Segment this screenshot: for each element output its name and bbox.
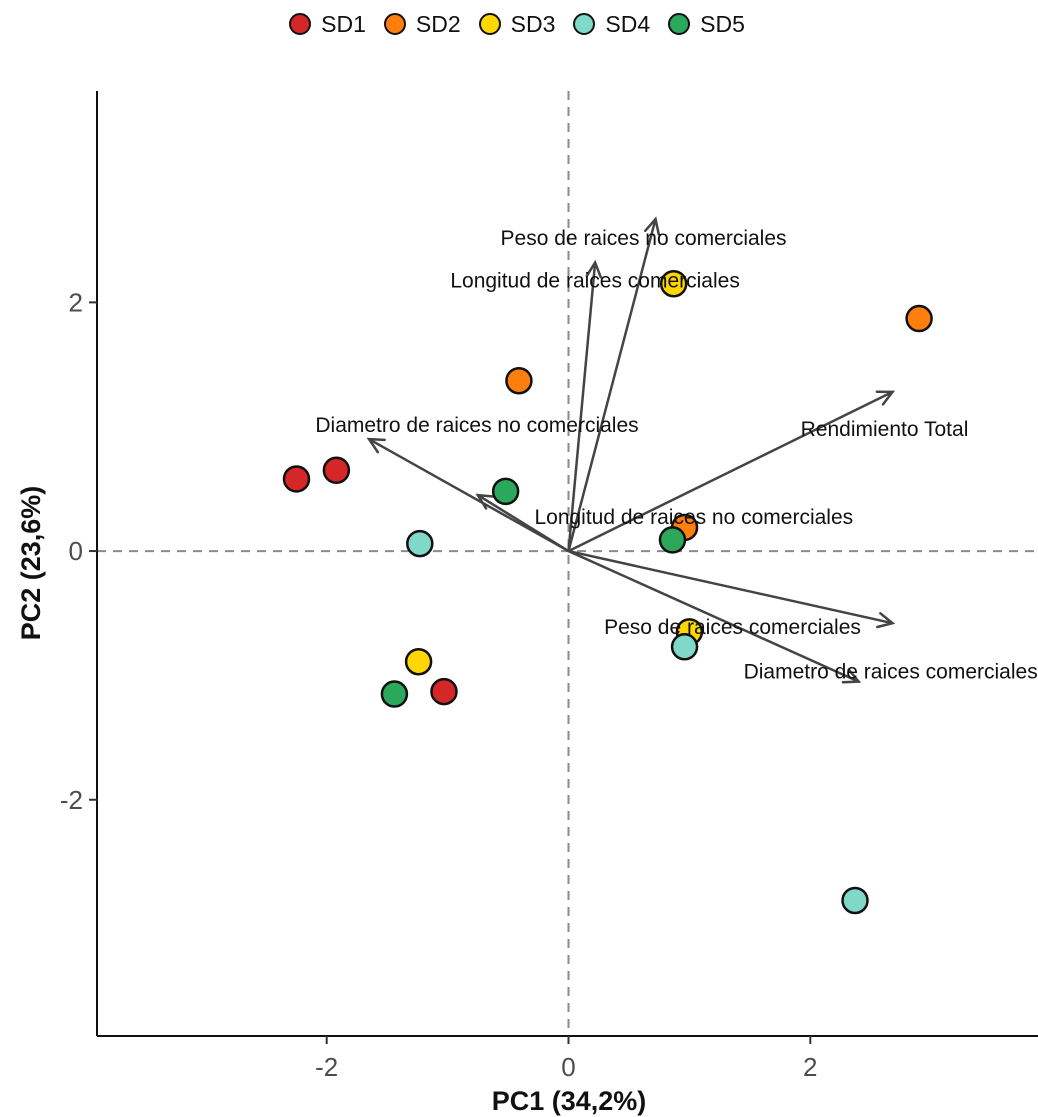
point-sd4: [841, 886, 869, 915]
loading-arrow: [568, 549, 896, 629]
point-sd1: [322, 456, 351, 484]
axes: -2 0 2 -2 0 2: [60, 91, 1038, 1082]
x-tick-label: 2: [803, 1052, 817, 1082]
legend-marker: [668, 13, 691, 35]
loading-arrow: [475, 493, 570, 553]
point-sd5: [658, 526, 687, 554]
legend-item-sd5: SD5: [668, 11, 749, 38]
legend-label: SD1: [321, 10, 366, 37]
legend-marker: [573, 13, 596, 35]
point-sd3: [404, 647, 433, 676]
legend-label: SD4: [605, 10, 651, 37]
x-tick-label: 0: [561, 1052, 575, 1082]
legend: SD1 SD2 SD3 SD4 SD5: [0, 4, 1038, 44]
legend-item-sd1: SD1: [289, 11, 370, 38]
loading-labels: Peso de raices no comerciales Longitud de…: [315, 227, 1037, 684]
loading-label: Rendimiento Total: [801, 418, 969, 441]
y-tick-label: 2: [69, 287, 83, 317]
legend-marker: [289, 13, 312, 35]
legend-label: SD5: [700, 10, 745, 37]
y-tick-label: -2: [60, 785, 83, 815]
loading-label: Diametro de raices comerciales: [744, 661, 1038, 684]
legend-marker: [383, 13, 406, 35]
point-sd3: [659, 269, 688, 298]
loading-arrow: [567, 259, 603, 552]
legend-item-sd4: SD4: [573, 11, 654, 38]
point-sd2: [505, 366, 533, 395]
legend-item-sd3: SD3: [478, 10, 560, 38]
point-sd1: [430, 677, 458, 706]
point-sd2: [905, 304, 933, 333]
point-sd4: [670, 633, 699, 661]
legend-item-sd2: SD2: [383, 10, 465, 38]
legend-label: SD2: [415, 10, 461, 37]
loading-label: Longitud de raices comerciales: [450, 270, 740, 293]
legend-label: SD3: [510, 10, 556, 37]
loading-label: Peso de raices no comerciales: [501, 227, 787, 250]
loading-label: Longitud de raices no comerciales: [534, 506, 853, 529]
loading-arrow: [567, 549, 862, 684]
data-points: [282, 269, 933, 915]
x-tick-label: -2: [315, 1052, 338, 1082]
legend-marker: [478, 13, 501, 35]
loading-arrow: [567, 216, 661, 552]
loading-label: Diametro de raices no comerciales: [315, 414, 638, 437]
point-sd5: [491, 477, 520, 506]
loading-arrow: [567, 390, 896, 553]
loading-arrows: [366, 216, 896, 684]
x-axis-title: PC1 (34,2%): [492, 1086, 647, 1116]
point-sd1: [282, 465, 311, 493]
y-axis-title: PC2 (23,6%): [16, 486, 46, 641]
point-sd5: [380, 680, 409, 708]
loading-label: Peso de raices comerciales: [604, 616, 861, 639]
loading-arrow: [366, 437, 570, 553]
y-tick-label: 0: [69, 536, 83, 566]
point-sd4: [406, 529, 434, 558]
